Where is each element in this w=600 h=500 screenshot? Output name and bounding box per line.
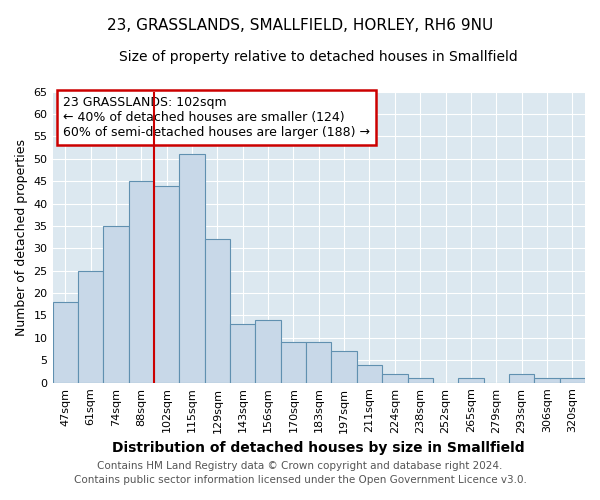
Bar [382, 374, 407, 382]
Bar [205, 240, 230, 382]
Bar [407, 378, 433, 382]
Bar [331, 352, 357, 382]
Bar [509, 374, 534, 382]
Bar [458, 378, 484, 382]
Bar [128, 181, 154, 382]
Text: 23, GRASSLANDS, SMALLFIELD, HORLEY, RH6 9NU: 23, GRASSLANDS, SMALLFIELD, HORLEY, RH6 … [107, 18, 493, 32]
Bar [534, 378, 560, 382]
Bar [281, 342, 306, 382]
Y-axis label: Number of detached properties: Number of detached properties [15, 138, 28, 336]
Bar [78, 270, 103, 382]
Bar [53, 302, 78, 382]
Bar [560, 378, 585, 382]
Text: 23 GRASSLANDS: 102sqm
← 40% of detached houses are smaller (124)
60% of semi-det: 23 GRASSLANDS: 102sqm ← 40% of detached … [63, 96, 370, 139]
Bar [357, 365, 382, 382]
Bar [103, 226, 128, 382]
Title: Size of property relative to detached houses in Smallfield: Size of property relative to detached ho… [119, 50, 518, 64]
Bar [256, 320, 281, 382]
Bar [306, 342, 331, 382]
Text: Contains HM Land Registry data © Crown copyright and database right 2024.
Contai: Contains HM Land Registry data © Crown c… [74, 461, 526, 485]
Bar [230, 324, 256, 382]
Bar [179, 154, 205, 382]
Bar [154, 186, 179, 382]
X-axis label: Distribution of detached houses by size in Smallfield: Distribution of detached houses by size … [112, 441, 525, 455]
